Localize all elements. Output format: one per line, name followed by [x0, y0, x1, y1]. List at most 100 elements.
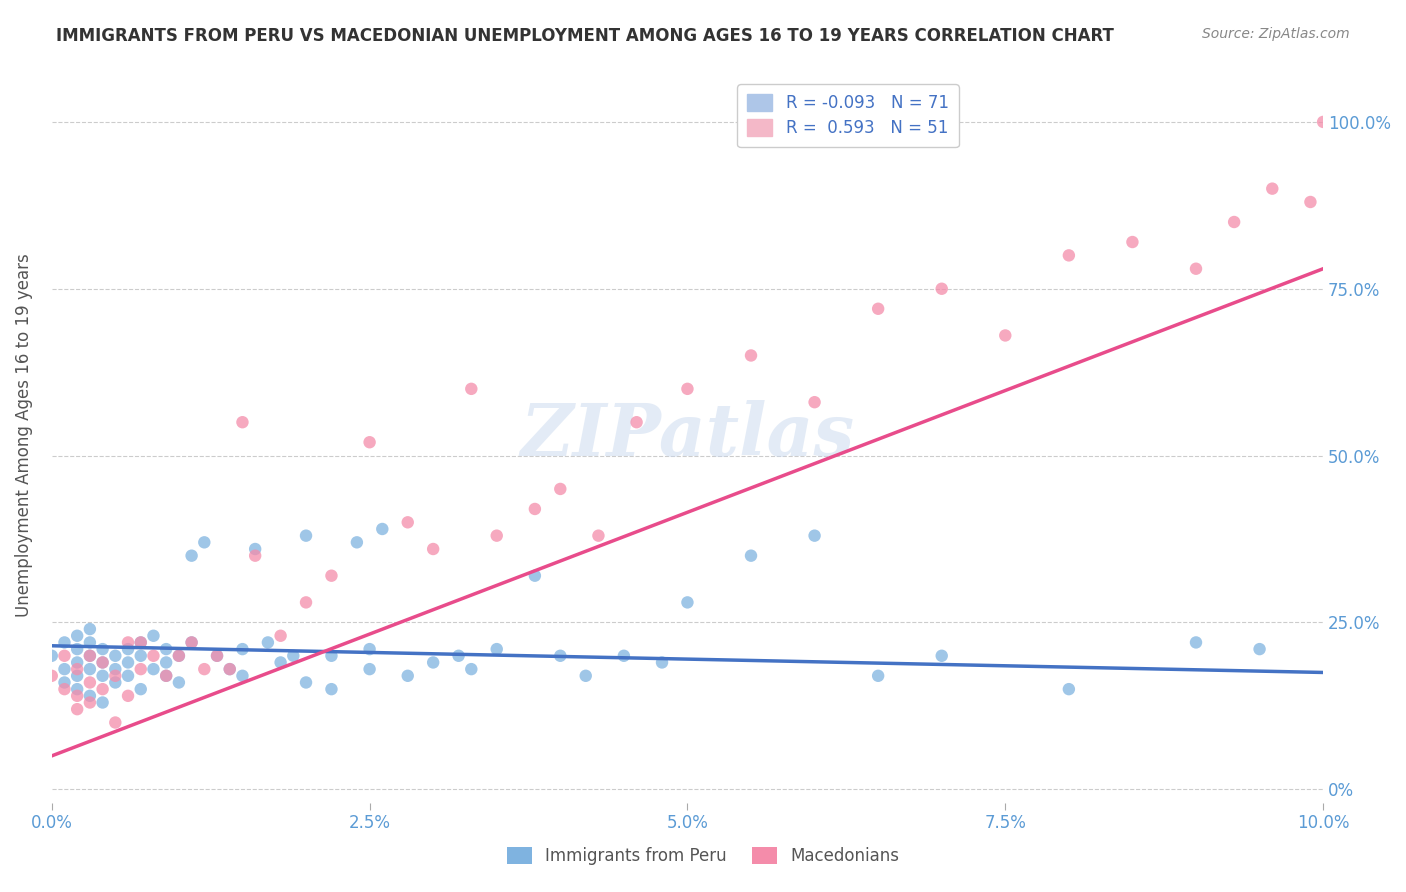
Point — [79, 689, 101, 703]
Point — [218, 662, 240, 676]
Point — [142, 648, 165, 663]
Point — [104, 715, 127, 730]
Point — [53, 662, 76, 676]
Point — [91, 656, 114, 670]
Point — [550, 482, 572, 496]
Point — [931, 282, 953, 296]
Point — [321, 568, 343, 582]
Point — [53, 648, 76, 663]
Point — [346, 535, 368, 549]
Point — [104, 648, 127, 663]
Point — [79, 648, 101, 663]
Point — [485, 642, 508, 657]
Point — [91, 696, 114, 710]
Point — [1261, 181, 1284, 195]
Point — [931, 648, 953, 663]
Point — [321, 648, 343, 663]
Point — [485, 529, 508, 543]
Point — [1057, 682, 1080, 697]
Point — [155, 669, 177, 683]
Point — [676, 595, 699, 609]
Point — [218, 662, 240, 676]
Point — [180, 635, 202, 649]
Point — [523, 568, 546, 582]
Point — [243, 549, 266, 563]
Point — [167, 648, 190, 663]
Point — [53, 682, 76, 697]
Point — [104, 662, 127, 676]
Point — [803, 529, 825, 543]
Point — [117, 669, 139, 683]
Point — [231, 642, 253, 657]
Point — [79, 648, 101, 663]
Point — [129, 635, 152, 649]
Point — [231, 669, 253, 683]
Point — [613, 648, 636, 663]
Point — [117, 642, 139, 657]
Point — [66, 682, 89, 697]
Point — [371, 522, 394, 536]
Point — [676, 382, 699, 396]
Point — [142, 662, 165, 676]
Point — [270, 629, 292, 643]
Point — [868, 669, 890, 683]
Point — [460, 382, 482, 396]
Point — [53, 635, 76, 649]
Point — [205, 648, 228, 663]
Point — [66, 642, 89, 657]
Point — [868, 301, 890, 316]
Point — [359, 642, 381, 657]
Point — [550, 648, 572, 663]
Point — [283, 648, 305, 663]
Point — [117, 635, 139, 649]
Point — [79, 622, 101, 636]
Point — [651, 656, 673, 670]
Text: IMMIGRANTS FROM PERU VS MACEDONIAN UNEMPLOYMENT AMONG AGES 16 TO 19 YEARS CORREL: IMMIGRANTS FROM PERU VS MACEDONIAN UNEMP… — [56, 27, 1114, 45]
Point — [321, 682, 343, 697]
Point — [523, 502, 546, 516]
Point — [257, 635, 280, 649]
Point — [129, 682, 152, 697]
Point — [167, 675, 190, 690]
Point — [1121, 235, 1143, 249]
Point — [1312, 115, 1334, 129]
Point — [66, 702, 89, 716]
Point — [193, 535, 215, 549]
Point — [1185, 635, 1208, 649]
Point — [270, 656, 292, 670]
Point — [104, 669, 127, 683]
Point — [243, 541, 266, 556]
Point — [180, 635, 202, 649]
Point — [422, 656, 444, 670]
Point — [1249, 642, 1271, 657]
Point — [117, 656, 139, 670]
Point — [53, 675, 76, 690]
Point — [91, 642, 114, 657]
Point — [1185, 261, 1208, 276]
Text: ZIPatlas: ZIPatlas — [520, 400, 855, 471]
Point — [155, 642, 177, 657]
Point — [1057, 248, 1080, 262]
Point — [66, 629, 89, 643]
Point — [231, 415, 253, 429]
Legend: R = -0.093   N = 71, R =  0.593   N = 51: R = -0.093 N = 71, R = 0.593 N = 51 — [738, 84, 959, 147]
Point — [575, 669, 598, 683]
Point — [129, 648, 152, 663]
Point — [104, 675, 127, 690]
Point — [155, 669, 177, 683]
Point — [994, 328, 1017, 343]
Y-axis label: Unemployment Among Ages 16 to 19 years: Unemployment Among Ages 16 to 19 years — [15, 253, 32, 617]
Point — [79, 675, 101, 690]
Legend: Immigrants from Peru, Macedonians: Immigrants from Peru, Macedonians — [496, 837, 910, 875]
Point — [396, 669, 419, 683]
Point — [1223, 215, 1246, 229]
Point — [295, 529, 318, 543]
Point — [41, 669, 63, 683]
Point — [129, 635, 152, 649]
Point — [142, 629, 165, 643]
Point — [79, 696, 101, 710]
Point — [359, 662, 381, 676]
Point — [180, 549, 202, 563]
Point — [359, 435, 381, 450]
Point — [66, 689, 89, 703]
